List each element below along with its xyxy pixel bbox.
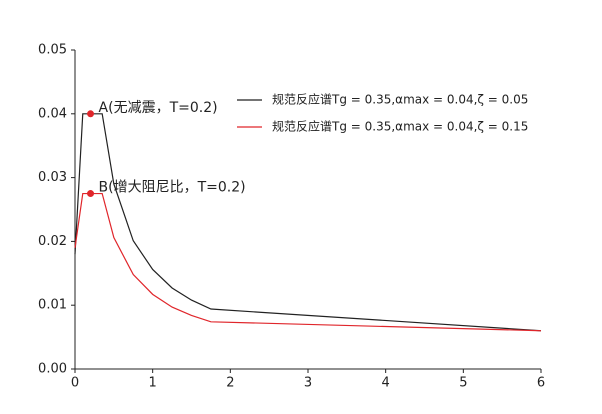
x-tick-label: 2	[226, 376, 234, 391]
annotation-point	[87, 110, 95, 118]
x-tick-label: 5	[459, 376, 467, 391]
series-line	[74, 113, 542, 332]
legend-label: 规范反应谱Tg = 0.35,αmax = 0.04,ζ = 0.15	[272, 119, 528, 134]
legend-label: 规范反应谱Tg = 0.35,αmax = 0.04,ζ = 0.05	[272, 92, 528, 107]
y-tick-label: 0.02	[38, 234, 67, 249]
series-line	[74, 192, 542, 332]
y-tick-label: 0.03	[38, 170, 67, 185]
y-tick-label: 0.04	[38, 106, 67, 121]
x-tick-label: 6	[537, 376, 545, 391]
annotation-point	[87, 190, 95, 198]
y-tick-label: 0.05	[38, 43, 67, 58]
annotation-text: A(无减震，T=0.2)	[99, 100, 218, 116]
x-tick-label: 4	[382, 376, 390, 391]
y-tick-label: 0.01	[38, 298, 67, 313]
x-tick-label: 1	[149, 376, 157, 391]
x-tick-label: 0	[71, 376, 79, 391]
x-tick-label: 3	[304, 376, 312, 391]
annotation-text: B(增大阻尼比，T=0.2)	[99, 180, 246, 196]
y-tick-label: 0.00	[38, 362, 67, 377]
